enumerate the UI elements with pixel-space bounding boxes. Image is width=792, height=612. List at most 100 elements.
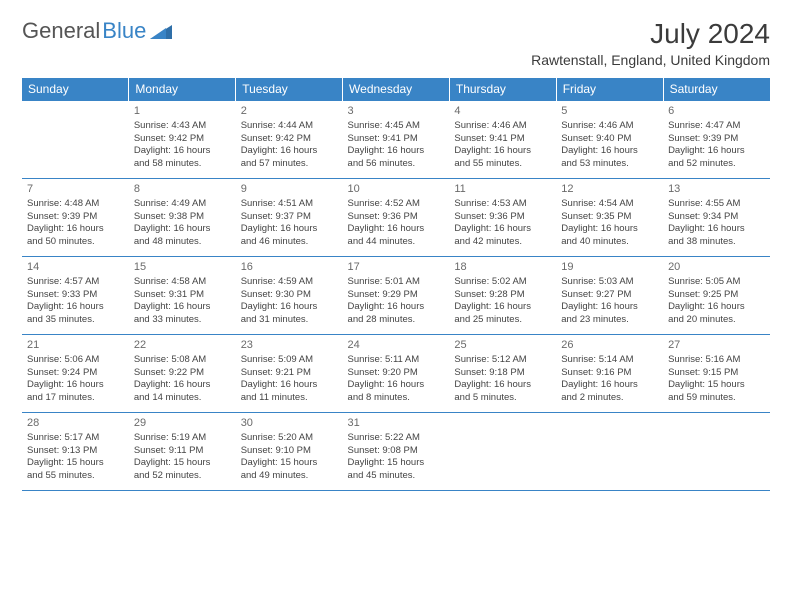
calendar-day-cell: 30Sunrise: 5:20 AMSunset: 9:10 PMDayligh… [236, 413, 343, 491]
daylight-line2: and 11 minutes. [241, 392, 338, 405]
sunrise-line: Sunrise: 5:17 AM [27, 432, 124, 445]
brand-part2: Blue [102, 18, 146, 44]
sunrise-line: Sunrise: 5:11 AM [348, 354, 445, 367]
sunrise-line: Sunrise: 4:49 AM [134, 198, 231, 211]
daylight-line2: and 2 minutes. [561, 392, 658, 405]
day-number: 24 [348, 338, 445, 353]
calendar-day-cell: 22Sunrise: 5:08 AMSunset: 9:22 PMDayligh… [129, 335, 236, 413]
day-number: 25 [454, 338, 551, 353]
calendar-week-row: 1Sunrise: 4:43 AMSunset: 9:42 PMDaylight… [22, 101, 770, 179]
sunset-line: Sunset: 9:20 PM [348, 367, 445, 380]
sunrise-line: Sunrise: 5:06 AM [27, 354, 124, 367]
weekday-header: Thursday [449, 78, 556, 101]
weekday-header: Tuesday [236, 78, 343, 101]
sunset-line: Sunset: 9:30 PM [241, 289, 338, 302]
sunset-line: Sunset: 9:10 PM [241, 445, 338, 458]
daylight-line2: and 28 minutes. [348, 314, 445, 327]
day-number: 1 [134, 104, 231, 119]
day-number: 29 [134, 416, 231, 431]
calendar-day-cell: 11Sunrise: 4:53 AMSunset: 9:36 PMDayligh… [449, 179, 556, 257]
sunset-line: Sunset: 9:15 PM [668, 367, 765, 380]
daylight-line2: and 49 minutes. [241, 470, 338, 483]
sunset-line: Sunset: 9:40 PM [561, 133, 658, 146]
calendar-day-cell: 18Sunrise: 5:02 AMSunset: 9:28 PMDayligh… [449, 257, 556, 335]
sunrise-line: Sunrise: 5:02 AM [454, 276, 551, 289]
calendar-day-cell: 17Sunrise: 5:01 AMSunset: 9:29 PMDayligh… [343, 257, 450, 335]
daylight-line: Daylight: 15 hours [348, 457, 445, 470]
sunrise-line: Sunrise: 4:59 AM [241, 276, 338, 289]
daylight-line: Daylight: 15 hours [27, 457, 124, 470]
calendar-day-cell: 28Sunrise: 5:17 AMSunset: 9:13 PMDayligh… [22, 413, 129, 491]
sunrise-line: Sunrise: 5:08 AM [134, 354, 231, 367]
daylight-line2: and 23 minutes. [561, 314, 658, 327]
sunrise-line: Sunrise: 4:46 AM [561, 120, 658, 133]
daylight-line2: and 31 minutes. [241, 314, 338, 327]
daylight-line2: and 50 minutes. [27, 236, 124, 249]
daylight-line: Daylight: 16 hours [668, 223, 765, 236]
weekday-header: Friday [556, 78, 663, 101]
sunrise-line: Sunrise: 4:55 AM [668, 198, 765, 211]
weekday-header-row: Sunday Monday Tuesday Wednesday Thursday… [22, 78, 770, 101]
logo-triangle-icon [150, 23, 172, 39]
day-number: 22 [134, 338, 231, 353]
sunset-line: Sunset: 9:21 PM [241, 367, 338, 380]
daylight-line: Daylight: 15 hours [668, 379, 765, 392]
daylight-line2: and 52 minutes. [134, 470, 231, 483]
calendar-day-cell: 19Sunrise: 5:03 AMSunset: 9:27 PMDayligh… [556, 257, 663, 335]
day-number: 21 [27, 338, 124, 353]
day-number: 23 [241, 338, 338, 353]
sunset-line: Sunset: 9:41 PM [454, 133, 551, 146]
daylight-line2: and 40 minutes. [561, 236, 658, 249]
day-number: 8 [134, 182, 231, 197]
daylight-line: Daylight: 16 hours [27, 301, 124, 314]
daylight-line: Daylight: 16 hours [561, 223, 658, 236]
daylight-line2: and 55 minutes. [454, 158, 551, 171]
daylight-line: Daylight: 16 hours [348, 301, 445, 314]
sunrise-line: Sunrise: 5:16 AM [668, 354, 765, 367]
brand-logo: GeneralBlue [22, 18, 172, 44]
day-number: 15 [134, 260, 231, 275]
sunset-line: Sunset: 9:38 PM [134, 211, 231, 224]
daylight-line2: and 42 minutes. [454, 236, 551, 249]
daylight-line2: and 52 minutes. [668, 158, 765, 171]
day-number: 10 [348, 182, 445, 197]
sunrise-line: Sunrise: 5:03 AM [561, 276, 658, 289]
calendar-day-cell [663, 413, 770, 491]
calendar-day-cell: 12Sunrise: 4:54 AMSunset: 9:35 PMDayligh… [556, 179, 663, 257]
daylight-line2: and 35 minutes. [27, 314, 124, 327]
sunrise-line: Sunrise: 5:05 AM [668, 276, 765, 289]
calendar-day-cell: 15Sunrise: 4:58 AMSunset: 9:31 PMDayligh… [129, 257, 236, 335]
daylight-line: Daylight: 16 hours [561, 145, 658, 158]
daylight-line: Daylight: 16 hours [348, 145, 445, 158]
daylight-line: Daylight: 16 hours [668, 301, 765, 314]
calendar-day-cell: 7Sunrise: 4:48 AMSunset: 9:39 PMDaylight… [22, 179, 129, 257]
location-subtitle: Rawtenstall, England, United Kingdom [531, 52, 770, 68]
daylight-line2: and 20 minutes. [668, 314, 765, 327]
sunrise-line: Sunrise: 4:48 AM [27, 198, 124, 211]
daylight-line: Daylight: 16 hours [134, 379, 231, 392]
sunset-line: Sunset: 9:39 PM [27, 211, 124, 224]
weekday-header: Monday [129, 78, 236, 101]
sunset-line: Sunset: 9:28 PM [454, 289, 551, 302]
calendar-day-cell: 23Sunrise: 5:09 AMSunset: 9:21 PMDayligh… [236, 335, 343, 413]
daylight-line2: and 57 minutes. [241, 158, 338, 171]
calendar-day-cell: 21Sunrise: 5:06 AMSunset: 9:24 PMDayligh… [22, 335, 129, 413]
day-number: 4 [454, 104, 551, 119]
calendar-day-cell: 13Sunrise: 4:55 AMSunset: 9:34 PMDayligh… [663, 179, 770, 257]
sunset-line: Sunset: 9:13 PM [27, 445, 124, 458]
month-title: July 2024 [531, 18, 770, 50]
daylight-line2: and 59 minutes. [668, 392, 765, 405]
sunrise-line: Sunrise: 4:43 AM [134, 120, 231, 133]
sunrise-line: Sunrise: 5:20 AM [241, 432, 338, 445]
calendar-day-cell: 26Sunrise: 5:14 AMSunset: 9:16 PMDayligh… [556, 335, 663, 413]
daylight-line: Daylight: 16 hours [561, 379, 658, 392]
sunrise-line: Sunrise: 4:45 AM [348, 120, 445, 133]
calendar-day-cell: 8Sunrise: 4:49 AMSunset: 9:38 PMDaylight… [129, 179, 236, 257]
day-number: 5 [561, 104, 658, 119]
daylight-line: Daylight: 15 hours [241, 457, 338, 470]
calendar-day-cell: 29Sunrise: 5:19 AMSunset: 9:11 PMDayligh… [129, 413, 236, 491]
daylight-line2: and 5 minutes. [454, 392, 551, 405]
sunrise-line: Sunrise: 5:12 AM [454, 354, 551, 367]
daylight-line2: and 17 minutes. [27, 392, 124, 405]
sunset-line: Sunset: 9:24 PM [27, 367, 124, 380]
